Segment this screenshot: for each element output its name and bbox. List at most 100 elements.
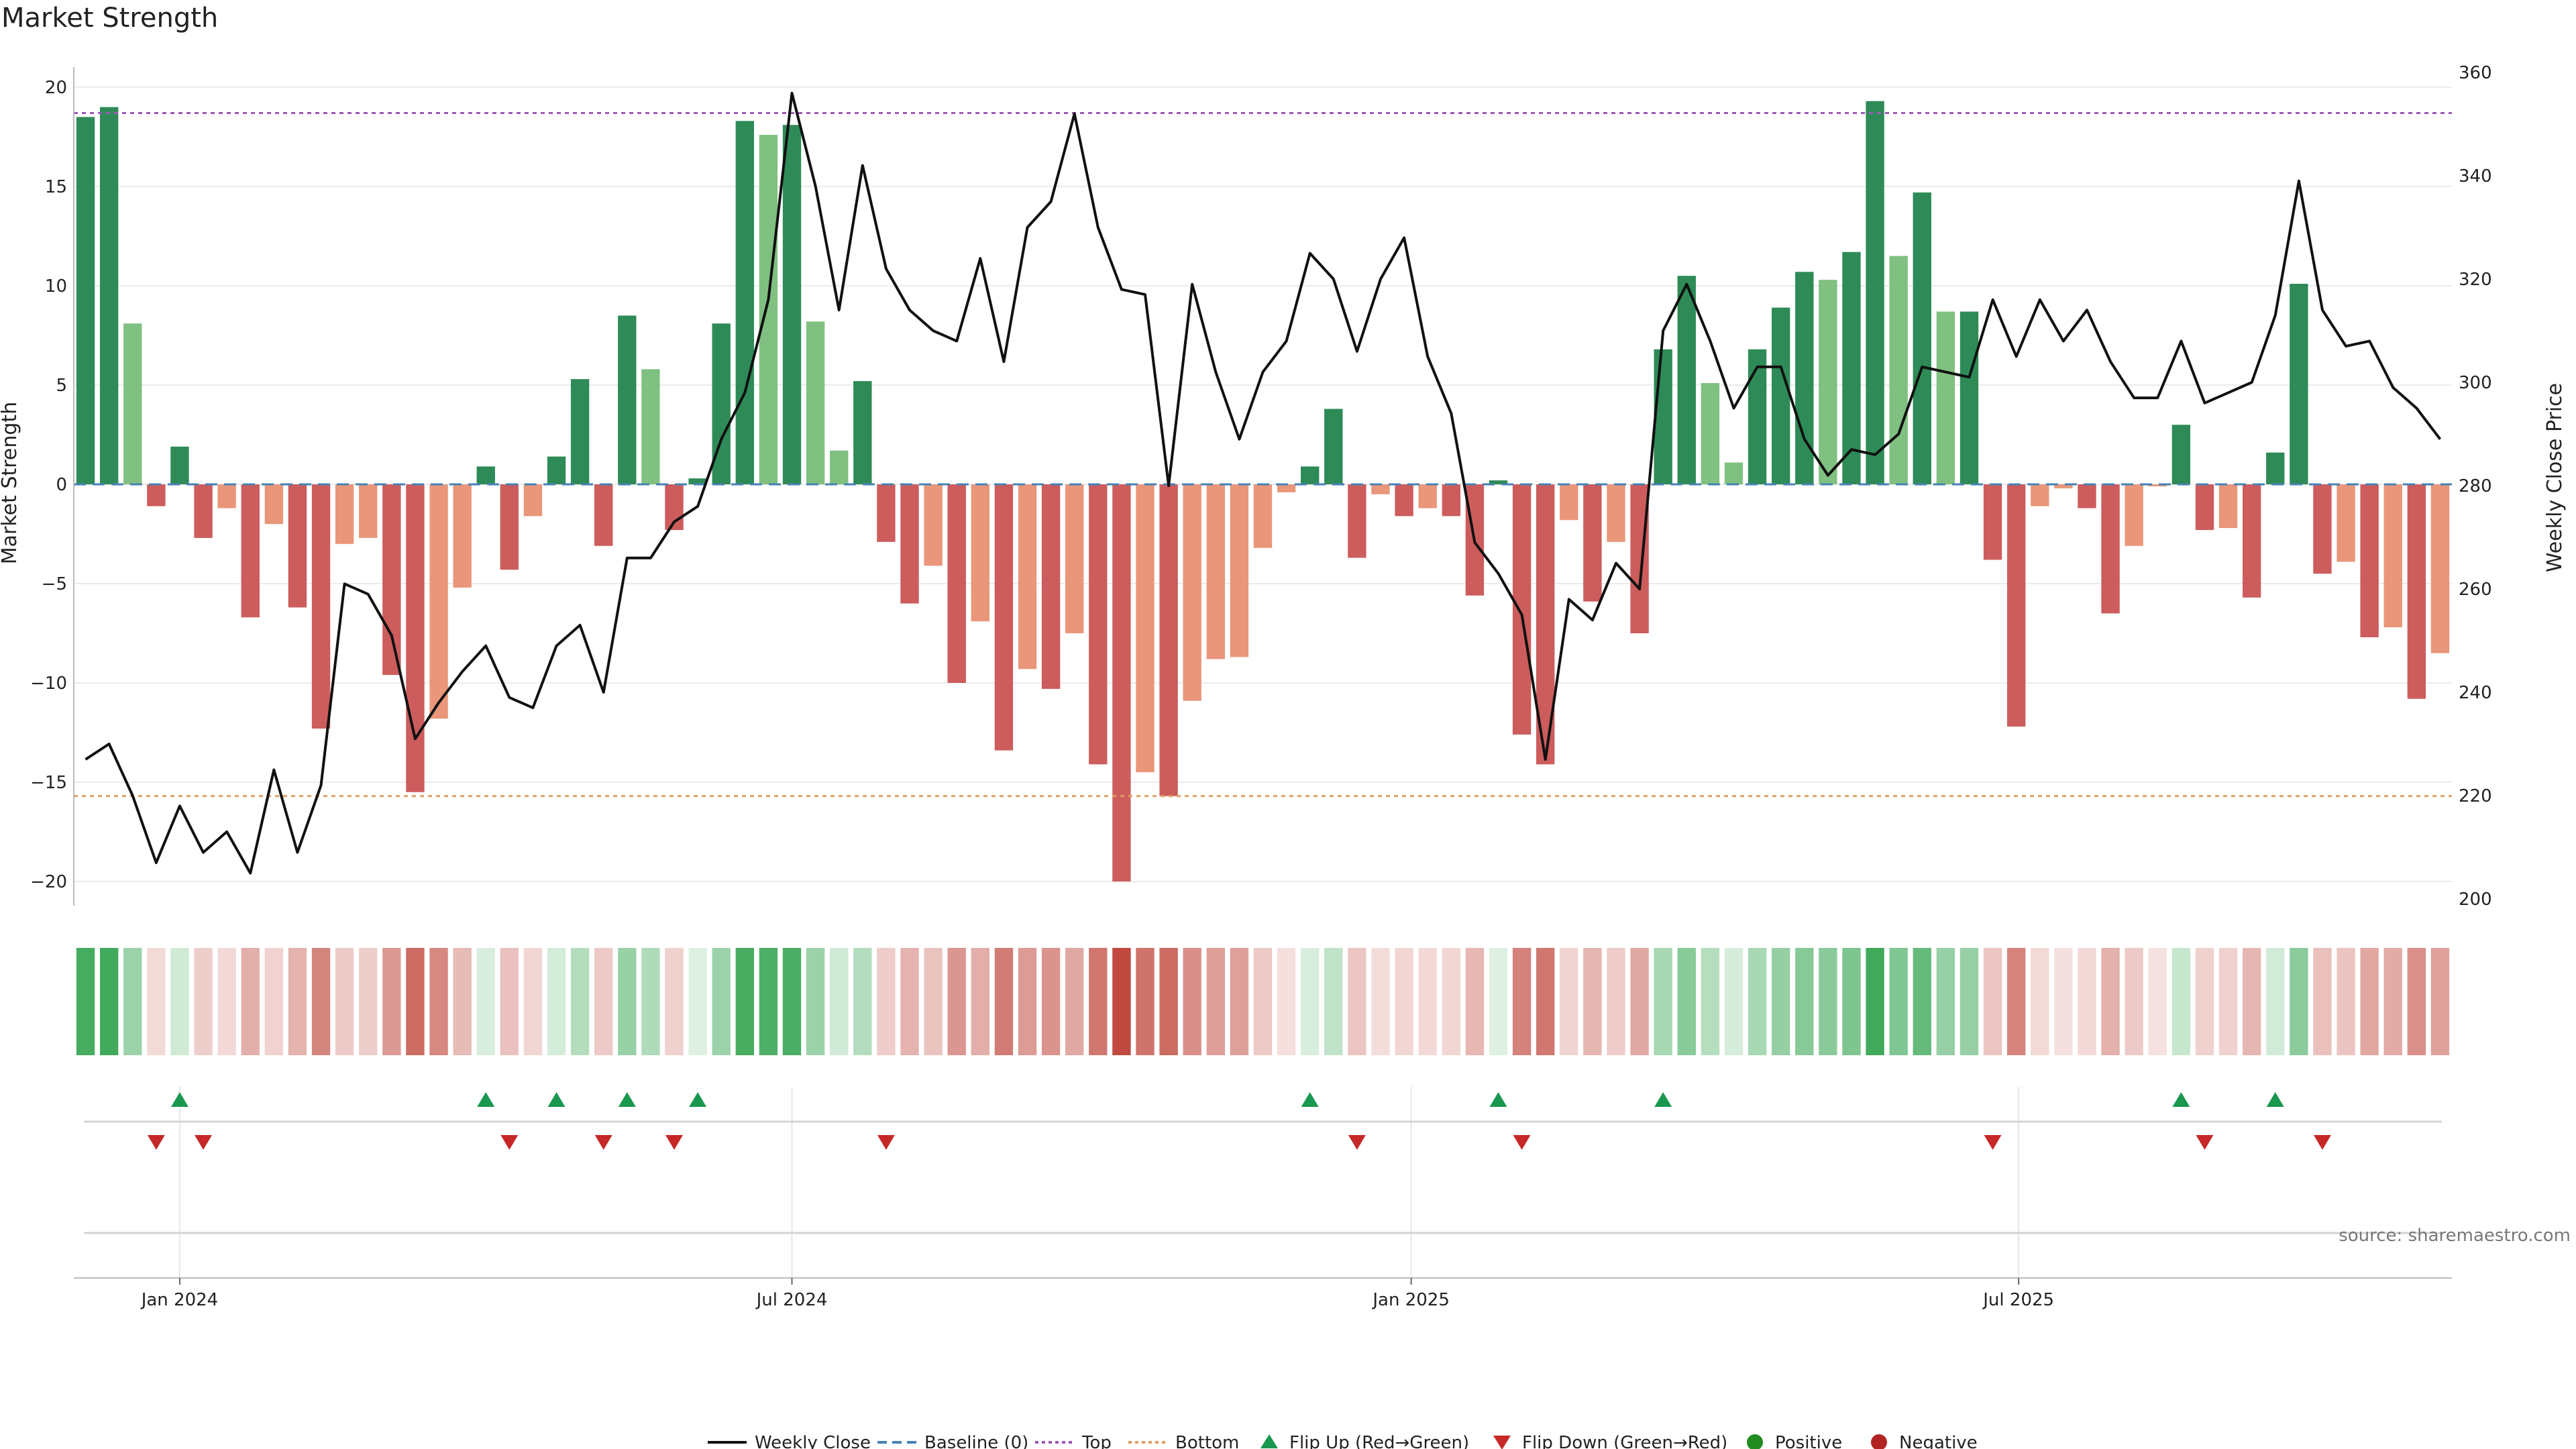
- heat-cell: [1866, 948, 1884, 1055]
- strength-bar: [1842, 252, 1861, 484]
- heat-cell: [1512, 948, 1532, 1055]
- heat-cell: [1560, 948, 1578, 1055]
- flip-markers: [147, 1092, 2331, 1150]
- strength-bar: [1654, 349, 1672, 484]
- heat-cell: [1983, 948, 2002, 1055]
- heat-cell: [641, 948, 660, 1055]
- strength-bar: [570, 379, 590, 484]
- left-tick-label: 15: [45, 177, 67, 197]
- heat-cell: [1748, 948, 1767, 1055]
- strength-bar: [99, 107, 119, 485]
- x-tick-label: Jan 2025: [1371, 1290, 1450, 1310]
- strength-bar: [2078, 484, 2096, 508]
- flip-up-marker: [2266, 1092, 2284, 1107]
- strength-bar: [1159, 484, 1178, 796]
- heat-cell: [500, 948, 519, 1055]
- heat-cell: [570, 948, 590, 1055]
- strength-bar: [1230, 484, 1249, 657]
- strength-bar: [947, 484, 966, 683]
- legend-swatch: [1747, 1434, 1763, 1449]
- flip-down-marker: [147, 1135, 165, 1150]
- right-tick-label: 320: [2459, 270, 2492, 290]
- heat-cell: [618, 948, 637, 1055]
- strength-bar: [1795, 272, 1814, 484]
- x-tick-label: Jul 2024: [755, 1290, 828, 1310]
- heat-cell: [1418, 948, 1437, 1055]
- heat-cell: [288, 948, 307, 1055]
- strength-bar: [170, 446, 189, 484]
- heat-cell: [2242, 948, 2261, 1055]
- legend-label: Top: [1081, 1433, 1112, 1449]
- strength-bar: [594, 484, 613, 546]
- heat-cell: [1677, 948, 1696, 1055]
- heat-cell: [735, 948, 755, 1055]
- strength-bar: [2242, 484, 2261, 598]
- strength-heat-strip: [76, 948, 2450, 1055]
- strength-bar: [264, 484, 284, 525]
- heat-cell: [1041, 948, 1061, 1055]
- strength-bar: [1442, 484, 1460, 517]
- strength-bar: [1324, 409, 1343, 484]
- flip-down-marker: [665, 1135, 684, 1150]
- flip-up-marker: [2172, 1092, 2190, 1107]
- heat-cell: [1654, 948, 1672, 1055]
- flip-down-marker: [1513, 1135, 1531, 1150]
- flip-up-marker: [170, 1092, 189, 1107]
- heat-cell: [547, 948, 566, 1055]
- right-tick-label: 340: [2459, 166, 2492, 186]
- strength-bar: [900, 484, 919, 604]
- strength-bar: [830, 450, 849, 484]
- strength-bar: [194, 484, 213, 538]
- strength-bar: [2195, 484, 2214, 531]
- legend-label: Positive: [1775, 1433, 1842, 1449]
- strength-bar: [2054, 484, 2073, 488]
- strength-bar: [453, 484, 472, 588]
- strength-bar: [147, 484, 166, 506]
- chart-title: Market Strength: [1, 3, 218, 34]
- strength-bar: [476, 466, 495, 484]
- heat-cell: [853, 948, 872, 1055]
- heat-cell: [759, 948, 778, 1055]
- strength-bar: [1018, 484, 1037, 669]
- strength-bar: [523, 484, 543, 517]
- heat-cell: [2054, 948, 2073, 1055]
- heat-cell: [830, 948, 849, 1055]
- strength-bar: [1418, 484, 1437, 508]
- legend-label: Flip Down (Green→Red): [1522, 1433, 1727, 1449]
- flip-down-marker: [1348, 1135, 1366, 1150]
- heat-cell: [1183, 948, 1201, 1055]
- heat-cell: [1348, 948, 1366, 1055]
- strength-bar: [1371, 484, 1390, 494]
- heat-cell: [2171, 948, 2191, 1055]
- strength-bar: [2290, 284, 2308, 484]
- strength-bar: [1112, 484, 1131, 881]
- heat-cell: [1277, 948, 1296, 1055]
- flip-up-marker: [689, 1092, 707, 1107]
- heat-cell: [924, 948, 943, 1055]
- strength-bar: [123, 323, 142, 484]
- strength-bar: [1512, 484, 1532, 735]
- flip-up-marker: [547, 1092, 566, 1107]
- strength-bar: [1583, 484, 1602, 602]
- heat-cell: [1889, 948, 1908, 1055]
- left-tick-label: 20: [45, 78, 67, 98]
- strength-bar: [1889, 256, 1908, 484]
- heat-cell: [1089, 948, 1108, 1055]
- strength-bar: [500, 484, 519, 570]
- heat-cell: [688, 948, 707, 1055]
- heat-cell: [2290, 948, 2308, 1055]
- left-tick-label: −15: [30, 773, 67, 793]
- flip-down-marker: [877, 1135, 895, 1150]
- heat-cell: [2266, 948, 2285, 1055]
- heat-cell: [123, 948, 142, 1055]
- heat-cell: [1607, 948, 1625, 1055]
- flip-up-marker: [1654, 1092, 1672, 1107]
- strength-bar: [288, 484, 307, 608]
- strength-bar: [1395, 484, 1413, 517]
- heat-cell: [712, 948, 731, 1055]
- strength-bar: [1677, 276, 1696, 484]
- strength-bar: [971, 484, 990, 622]
- heat-cell: [1960, 948, 1979, 1055]
- strength-bar: [2101, 484, 2120, 614]
